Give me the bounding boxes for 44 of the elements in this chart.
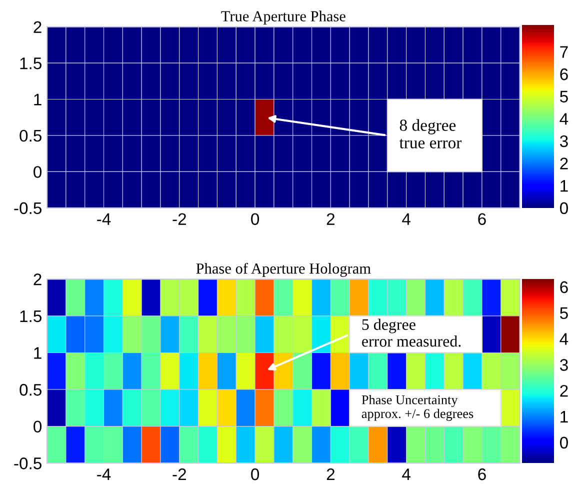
color-bar-label: 6 [560,68,568,80]
y-tick-label: 0 [34,166,42,178]
x-tick-label: 6 [478,213,486,225]
color-bar-label: 5 [560,90,568,103]
y-tick-label: 0.5 [20,130,42,142]
chart-title: Phase of Aperture Hologram [196,262,371,277]
annotation: 5 degree error measured. [362,318,461,347]
y-tick-label: 0.5 [20,384,42,396]
color-bar-label: 1 [560,411,568,423]
color-bar-label: 0 [560,436,568,449]
color-bar-label: 6 [560,281,568,294]
color-bar-label: 2 [560,384,568,397]
annotation: Phase Uncertainty approx. +/- 6 degrees [362,395,474,421]
chart-title: True Aperture Phase [221,10,346,25]
annotation: 8 degree true error [399,119,462,148]
x-tick-label: -4 [97,468,111,480]
x-tick-label: -2 [172,213,186,225]
y-tick-label: -0.5 [14,458,42,470]
color-bar-label: 0 [560,202,568,214]
color-bar-label: 5 [560,307,568,320]
x-tick-label: 2 [326,468,334,480]
x-tick-label: -4 [97,213,111,225]
y-tick-label: 1.5 [20,310,42,322]
x-tick-label: 2 [326,213,334,225]
y-tick-label: 1 [34,94,42,106]
y-tick-label: 1.5 [20,58,42,70]
color-bar-label: 4 [560,333,568,345]
x-tick-label: -2 [172,468,186,480]
color-bar-label: 4 [560,113,568,125]
color-bar-label: 3 [560,135,568,148]
x-tick-label: 4 [402,468,410,480]
x-tick-label: 0 [251,213,260,225]
x-tick-label: 6 [478,468,486,480]
x-tick-label: 4 [402,213,410,225]
color-bar-label: 7 [560,46,568,58]
color-bar-label: 2 [560,158,568,170]
y-tick-label: -0.5 [14,202,42,214]
color-bar-label: 1 [560,180,568,192]
x-tick-label: 0 [251,468,260,480]
y-tick-label: 2 [34,21,42,33]
y-tick-label: 1 [34,347,42,359]
y-tick-label: 2 [34,274,42,286]
color-bar-label: 3 [560,359,568,371]
y-tick-label: 0 [34,420,42,433]
